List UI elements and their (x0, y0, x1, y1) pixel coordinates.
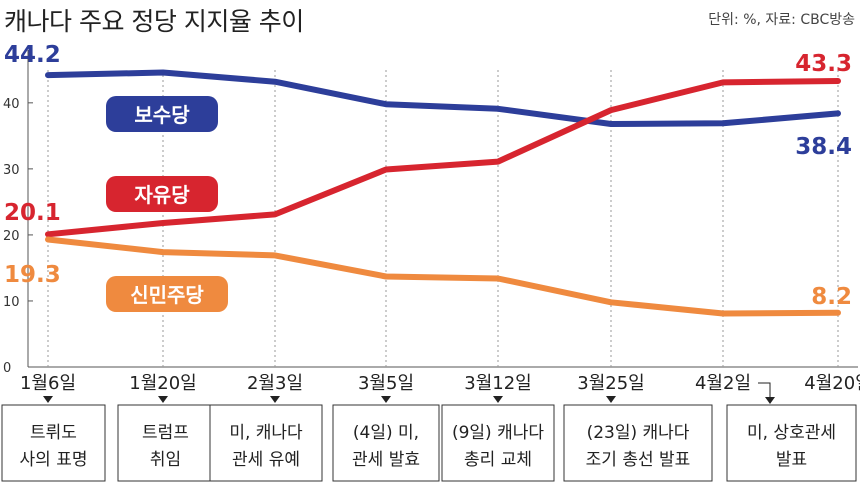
series-name-tag (106, 276, 228, 312)
event-text: 관세 유예 (232, 450, 300, 470)
event-box (563, 404, 713, 482)
end-value-label: 38.4 (795, 134, 852, 160)
event-box (726, 404, 857, 482)
series-name-label: 신민주당 (130, 283, 204, 307)
event-arrow-icon (270, 396, 280, 403)
event-text: 미, 상호관세 (747, 423, 836, 443)
start-value-label: 20.1 (4, 200, 61, 226)
series-lines (45, 69, 841, 317)
start-value-label: 44.2 (4, 42, 61, 68)
event-box (117, 404, 214, 482)
bent-arrow-icon (765, 397, 775, 404)
event-text: 총리 교체 (464, 450, 532, 470)
y-tick-label: 40 (3, 97, 20, 112)
event-text: 취임 (150, 450, 181, 470)
event-text: (4일) 미, (353, 423, 419, 443)
series-name-label: 보수당 (134, 103, 190, 127)
series-name-tag (106, 96, 218, 132)
series-name-label: 자유당 (134, 183, 190, 207)
event-text: 사의 표명 (20, 450, 88, 470)
event-text: (9일) 캐나다 (452, 423, 544, 443)
event-box (441, 404, 555, 482)
event-box (1, 404, 106, 482)
series-value-labels: 44.2 38.4 20.1 43.3 19.3 8.2 (4, 42, 852, 310)
start-value-label: 19.3 (4, 262, 61, 288)
chart-title: 캐나다 주요 정당 지지율 추이 (4, 7, 304, 36)
event-arrow-icon (493, 396, 503, 403)
y-tick-label: 0 (3, 361, 11, 376)
event-text: 트뤼도 (30, 423, 77, 443)
y-tick-label: 20 (3, 229, 20, 244)
event-text: 트럼프 (142, 423, 189, 443)
event-text: (23일) 캐나다 (587, 423, 690, 443)
x-tick-label: 3월12일 (464, 373, 531, 394)
event-arrow-icon (606, 396, 616, 403)
end-value-label: 43.3 (795, 51, 852, 77)
x-tick-label: 4월20일 (804, 373, 860, 394)
bent-arrow-line (758, 382, 771, 398)
series-line (45, 69, 841, 127)
x-tick-label: 4월2일 (695, 373, 751, 394)
x-tick-label: 1월20일 (129, 373, 196, 394)
event-text: 미, 캐나다 (229, 423, 303, 443)
event-arrow-icon (158, 396, 168, 403)
series-line (45, 78, 841, 238)
chart-source: 단위: %, 자료: CBC방송 (708, 12, 855, 28)
end-value-label: 8.2 (811, 284, 852, 310)
series-name-tag (106, 176, 218, 212)
event-text: 관세 발효 (352, 450, 420, 470)
x-tick-label: 3월25일 (577, 373, 644, 394)
event-text: 조기 총선 발표 (586, 450, 691, 470)
x-tick-label: 1월6일 (20, 373, 76, 394)
event-text: 발표 (776, 450, 807, 470)
x-axis-ticks: 1월6일 1월20일 2월3일 3월5일 3월12일 3월25일 4월2일 4월20일 (20, 373, 860, 404)
event-arrow-icon (43, 396, 53, 403)
series-line (45, 236, 841, 317)
y-axis-ticks: 0 10 20 30 40 (3, 97, 33, 376)
y-tick-label: 10 (3, 295, 20, 310)
x-tick-label: 2월3일 (247, 373, 303, 394)
event-box (332, 404, 440, 482)
event-box (209, 404, 323, 482)
x-tick-label: 3월5일 (358, 373, 414, 394)
event-arrow-icon (381, 396, 391, 403)
y-tick-label: 30 (3, 163, 20, 178)
